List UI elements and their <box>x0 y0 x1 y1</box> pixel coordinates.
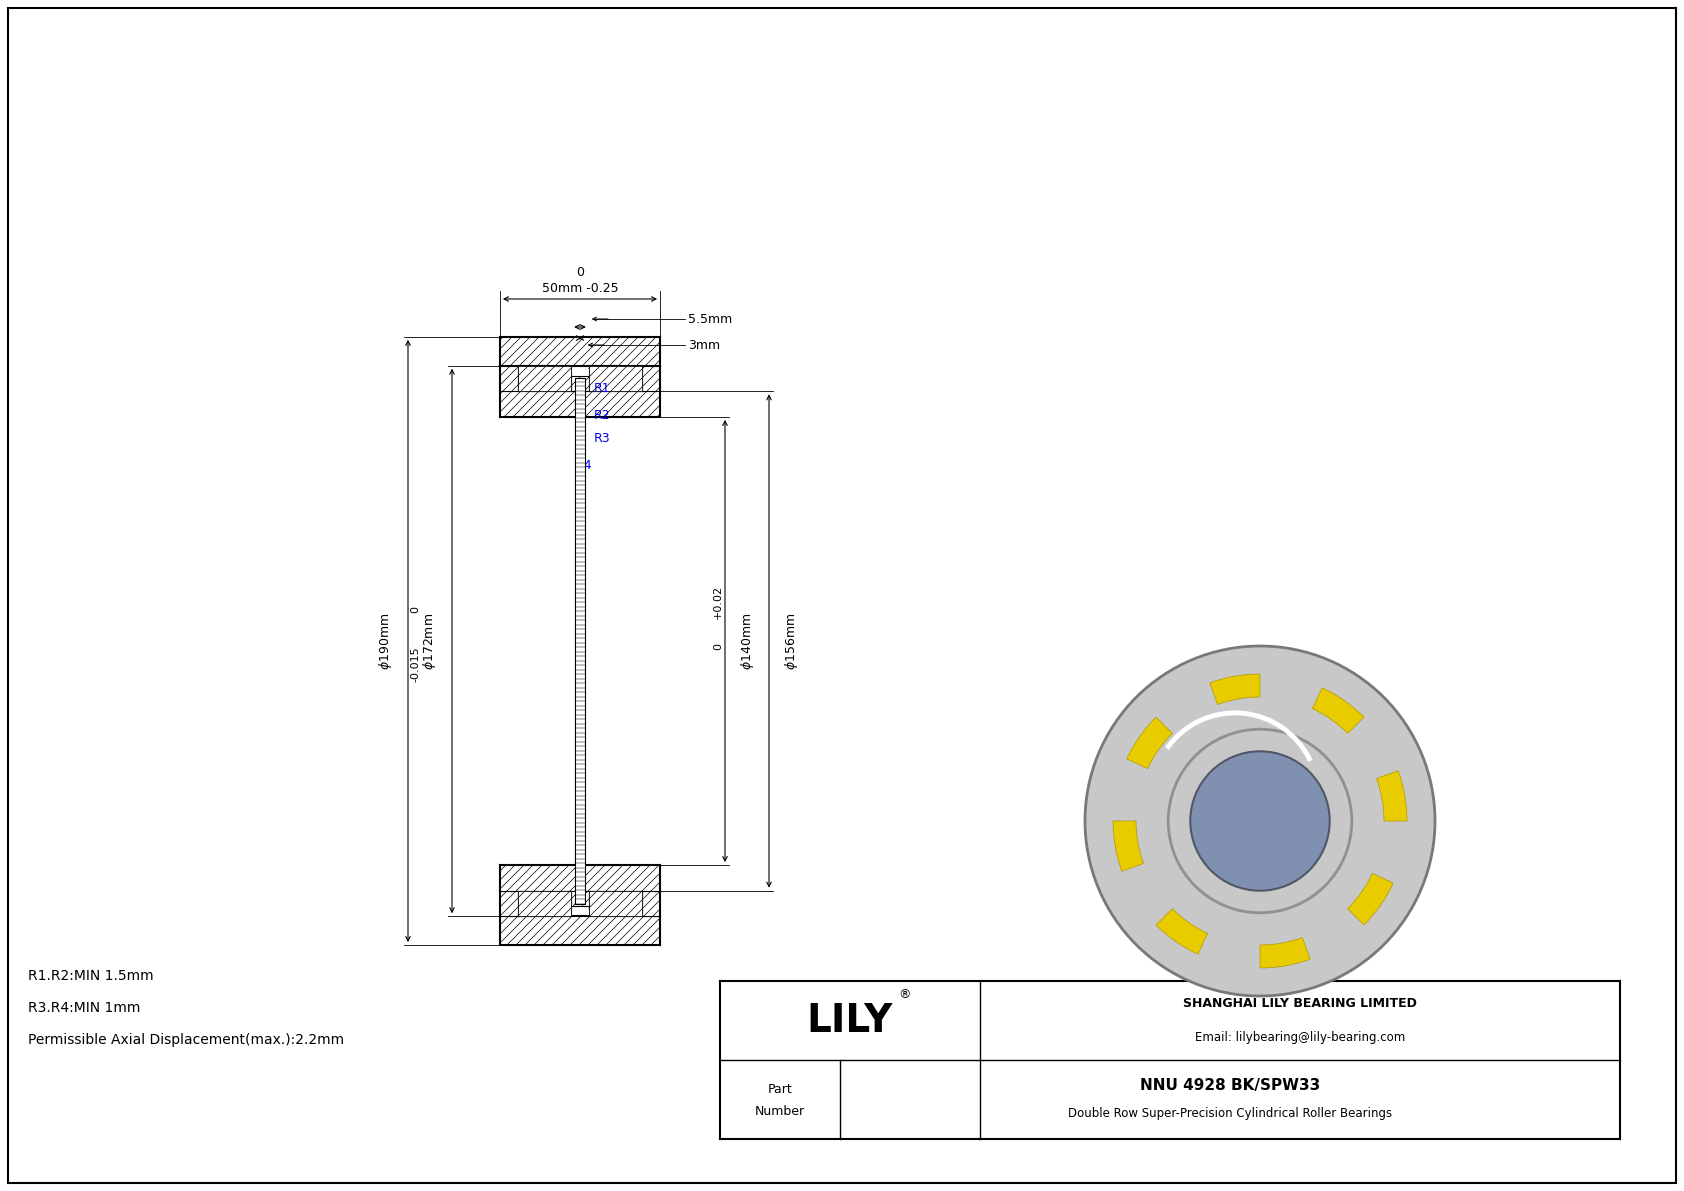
Text: ®: ® <box>899 989 911 1000</box>
Text: LILY: LILY <box>807 1002 893 1040</box>
Bar <box>576 379 584 904</box>
Bar <box>642 366 660 392</box>
Text: $\phi$156mm: $\phi$156mm <box>783 612 800 669</box>
Bar <box>500 337 660 366</box>
Bar <box>519 891 571 916</box>
Bar <box>500 366 519 392</box>
Wedge shape <box>1113 821 1143 872</box>
Wedge shape <box>1347 873 1393 925</box>
Text: Double Row Super-Precision Cylindrical Roller Bearings: Double Row Super-Precision Cylindrical R… <box>1068 1106 1393 1120</box>
Text: R2: R2 <box>594 409 610 422</box>
Text: +0.02: +0.02 <box>712 585 722 619</box>
Wedge shape <box>1127 717 1172 768</box>
Text: 0: 0 <box>712 643 722 650</box>
Text: Email: lilybearing@lily-bearing.com: Email: lilybearing@lily-bearing.com <box>1196 1031 1404 1045</box>
Bar <box>500 916 660 944</box>
Text: Permissible Axial Displacement(max.):2.2mm: Permissible Axial Displacement(max.):2.2… <box>29 1033 344 1047</box>
Circle shape <box>1084 646 1435 996</box>
Bar <box>519 366 571 392</box>
Wedge shape <box>1312 687 1364 734</box>
Bar <box>500 392 660 417</box>
Text: R3.R4:MIN 1mm: R3.R4:MIN 1mm <box>29 1000 140 1015</box>
Text: -0.015: -0.015 <box>409 646 419 681</box>
Bar <box>589 366 642 392</box>
Text: R1: R1 <box>594 382 610 395</box>
Wedge shape <box>1155 909 1207 954</box>
Text: 50mm -0.25: 50mm -0.25 <box>542 282 618 295</box>
Text: 0: 0 <box>576 266 584 279</box>
Wedge shape <box>1209 674 1260 705</box>
Text: Number: Number <box>754 1105 805 1118</box>
Bar <box>642 891 660 916</box>
Bar <box>571 891 589 905</box>
Bar <box>571 376 589 392</box>
Wedge shape <box>1376 771 1408 821</box>
Text: R1.R2:MIN 1.5mm: R1.R2:MIN 1.5mm <box>29 969 153 983</box>
Text: 5.5mm: 5.5mm <box>689 312 733 325</box>
Text: SHANGHAI LILY BEARING LIMITED: SHANGHAI LILY BEARING LIMITED <box>1184 997 1416 1010</box>
Text: Part: Part <box>768 1083 793 1096</box>
Bar <box>500 865 660 891</box>
Text: $\phi$190mm: $\phi$190mm <box>377 612 394 669</box>
Bar <box>500 891 519 916</box>
Wedge shape <box>1260 937 1310 968</box>
Text: 0: 0 <box>409 606 419 613</box>
Text: R3: R3 <box>594 432 610 445</box>
Text: NNU 4928 BK/SPW33: NNU 4928 BK/SPW33 <box>1140 1078 1320 1093</box>
Text: $\phi$140mm: $\phi$140mm <box>739 612 756 669</box>
Circle shape <box>1191 752 1330 891</box>
Bar <box>589 891 642 916</box>
Text: R4: R4 <box>576 459 593 472</box>
Text: 3mm: 3mm <box>689 338 721 351</box>
Text: $\phi$172mm: $\phi$172mm <box>421 612 438 669</box>
